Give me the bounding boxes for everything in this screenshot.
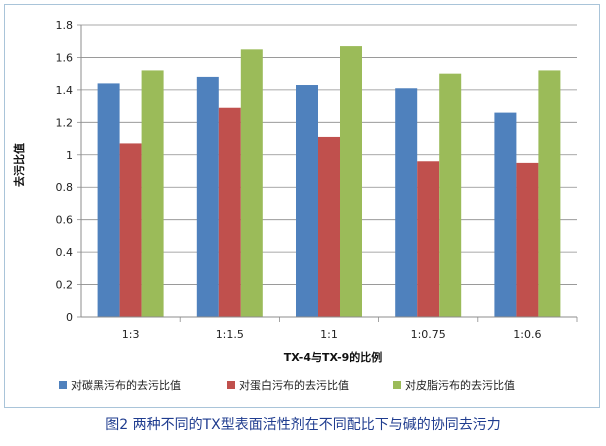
bar (296, 85, 318, 318)
y-axis-title: 去污比值 (12, 143, 26, 187)
x-tick-label: 1:1.5 (216, 328, 244, 341)
bar (119, 143, 142, 317)
bar (494, 112, 517, 317)
legend-swatch (393, 381, 401, 389)
y-tick-label: 0.6 (56, 214, 74, 227)
x-tick-label: 1:0.75 (411, 328, 446, 341)
y-tick-label: 1.8 (56, 19, 74, 32)
y-tick-label: 1.4 (56, 84, 74, 97)
x-tick-label: 1:1 (320, 328, 338, 341)
bar (439, 73, 462, 318)
bar-chart: 00.20.40.60.811.21.41.61.8 1:3 1:1.5 1:1 1:… (12, 19, 578, 392)
y-tick-label: 1.6 (56, 51, 74, 64)
bar (340, 46, 362, 317)
axes (80, 25, 578, 322)
bar (538, 70, 561, 317)
x-tick-label: 1:3 (122, 328, 140, 341)
bar (395, 88, 418, 318)
y-tick-label: 0.4 (56, 246, 74, 259)
y-tick-label: 0.8 (56, 181, 74, 194)
bar (141, 70, 164, 317)
y-tick-label: 1.2 (56, 116, 74, 129)
bar (516, 162, 539, 317)
legend-label: 对蛋白污布的去污比值 (239, 378, 349, 392)
bar (97, 83, 120, 318)
y-tick-label: 0 (66, 311, 73, 324)
bar (417, 161, 440, 317)
chart-frame: 0 0.2 0.4 0.6 0.8 1 1.2 1.4 1.6 1.8 1:3 1:1.5 1:1 1:… (4, 4, 600, 408)
x-tick-labels: 1:3 1:1.5 1:1 1:0.75 1:0.6 (122, 328, 542, 341)
legend-swatch (227, 381, 235, 389)
bar (240, 49, 263, 317)
x-axis-title: TX-4与TX-9的比例 (284, 350, 383, 364)
x-tick-label: 1:0.6 (513, 328, 541, 341)
figure-caption: 图2 两种不同的TX型表面活性剂在不同配比下与碱的协同去污力 (105, 417, 501, 433)
y-tick-label: 0.2 (56, 279, 74, 292)
legend-label: 对皮脂污布的去污比值 (405, 378, 515, 392)
legend: 对碳黑污布的去污比值 对蛋白污布的去污比值 对皮脂污布的去污比值 (59, 378, 515, 392)
legend-swatch (59, 381, 67, 389)
bars (97, 46, 561, 318)
y-tick-labels: 0 0.2 0.4 0.6 0.8 1 1.2 1.4 1.6 1.8 (56, 19, 74, 324)
y-tick-label: 1 (66, 149, 73, 162)
legend-label: 对碳黑污布的去污比值 (71, 378, 181, 392)
bar (318, 136, 340, 317)
bar (196, 76, 219, 318)
bar (218, 107, 241, 317)
